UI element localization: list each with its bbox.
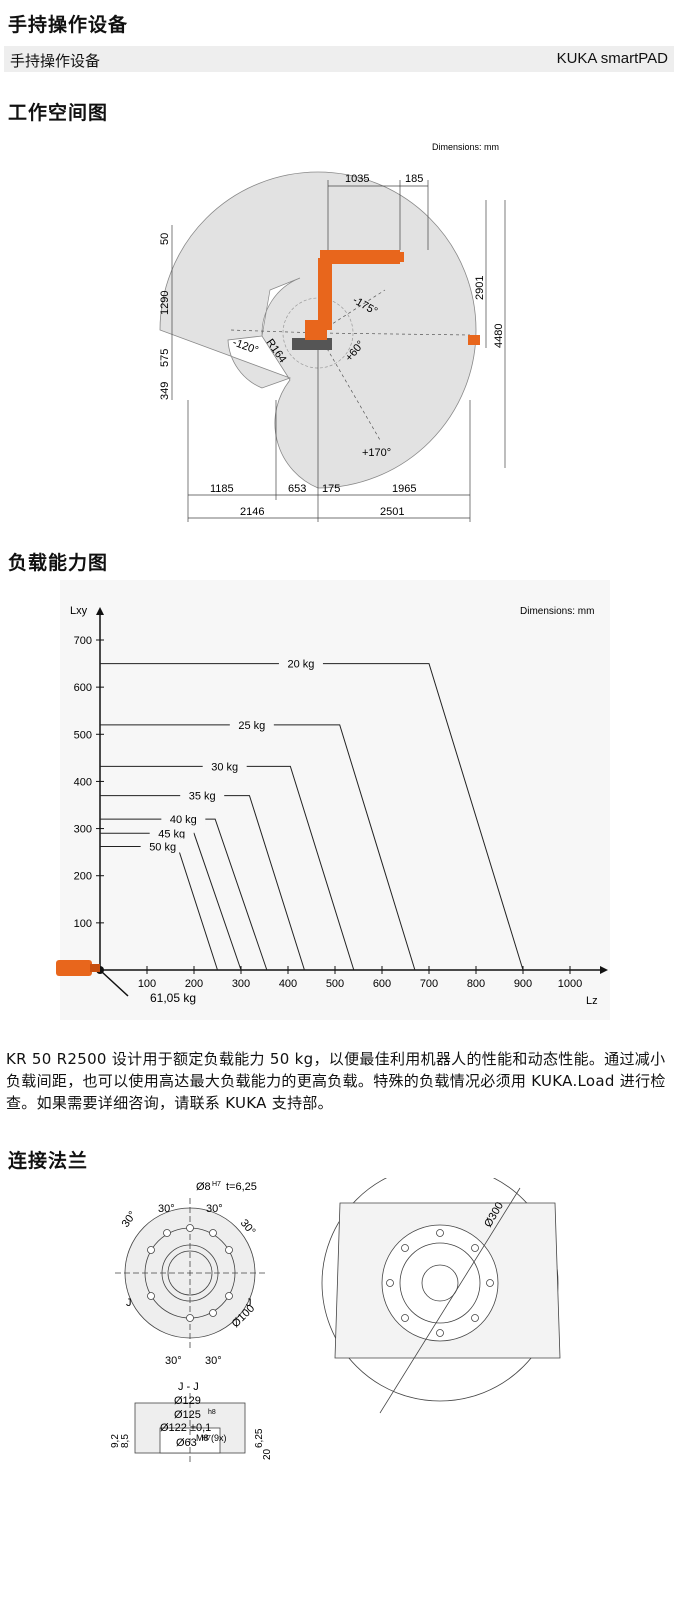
base-payload-label: 61,05 kg — [150, 991, 196, 1005]
series-label-bg — [161, 811, 206, 826]
info-row-label: 手持操作设备 — [10, 52, 101, 70]
flange-label-10: J — [246, 1297, 252, 1309]
y-tick-label: 300 — [74, 824, 92, 836]
series-label: 45 kg — [158, 828, 185, 840]
payload-dims-note: Dimensions: mm — [520, 606, 594, 617]
flange-label-21: 8,5 — [120, 1434, 131, 1448]
y-axis-label: Lxy — [70, 605, 88, 617]
x-tick-label: 700 — [420, 978, 438, 990]
flange-label-0: Ø8 — [196, 1181, 211, 1193]
series-label: 25 kg — [238, 720, 265, 732]
dim-left-3: 575 — [159, 349, 171, 367]
flange-label-18: Ø63 — [176, 1437, 197, 1449]
flange-label-2: t=6,25 — [226, 1181, 257, 1193]
series-label: 20 kg — [287, 659, 314, 671]
dim-left-2: 1290 — [159, 291, 171, 315]
x-tick-label: 200 — [185, 978, 203, 990]
x-tick-label: 300 — [232, 978, 250, 990]
flange-label-7: 30° — [165, 1355, 182, 1367]
y-tick-label: 200 — [74, 871, 92, 883]
series-label-bg — [140, 838, 185, 853]
payload-curve — [100, 818, 268, 971]
series-label-bg — [278, 655, 323, 670]
dim-top-1: 1035 — [345, 173, 369, 185]
flange-drawing: Ø8 H7 t=6,25 30° 30° 30° 30° 30° 30° J J… — [110, 1178, 561, 1463]
flange-label-9: J — [126, 1297, 132, 1309]
y-axis-arrow — [96, 607, 104, 615]
y-tick-label: 600 — [74, 682, 92, 694]
info-row: 手持操作设备 KUKA smartPAD — [4, 46, 674, 72]
series-label-bg — [202, 758, 247, 773]
workspace-dims-note: Dimensions: mm — [432, 142, 499, 152]
payload-title: 负载能力图 — [8, 552, 109, 574]
dim-left-4: 349 — [159, 382, 171, 400]
flange-label-16: Ø122 ±0,1 — [160, 1422, 211, 1434]
dim-bottom-5: 2146 — [240, 506, 264, 518]
flange-label-20: 9,2 — [110, 1434, 121, 1448]
workspace-title: 工作空间图 — [8, 102, 109, 124]
dim-left-1: 50 — [159, 233, 171, 245]
series-label-bg — [149, 825, 194, 840]
x-tick-label: 100 — [138, 978, 156, 990]
description-text: KR 50 R2500 设计用于额定负载能力 50 kg，以便最佳利用机器人的性… — [6, 1050, 666, 1112]
x-tick-label: 500 — [326, 978, 344, 990]
flange-label-12: J - J — [178, 1381, 199, 1393]
flange-label-15: h8 — [208, 1409, 216, 1416]
payload-chart: 100 200 300 400 500 600 700 800 900 1000 100 200 300… — [56, 580, 610, 1020]
flange-label-4: 30° — [206, 1203, 223, 1215]
flange-label-5: 30° — [120, 1209, 139, 1230]
x-tick-label: 800 — [467, 978, 485, 990]
dim-right-2: 4480 — [493, 324, 505, 348]
flange-label-17: M8 (9x) — [196, 1433, 227, 1443]
robot-tool-icon — [56, 960, 100, 976]
flange-label-19: H7 — [202, 1435, 211, 1442]
series-label: 50 kg — [149, 841, 176, 853]
dim-bottom-2: 653 — [288, 483, 306, 495]
y-tick-label: 400 — [74, 776, 92, 788]
x-tick-label: 400 — [279, 978, 297, 990]
flange-label-1: H7 — [212, 1181, 221, 1188]
x-axis-label: Lz — [586, 995, 598, 1007]
x-tick-label: 900 — [514, 978, 532, 990]
x-axis-arrow — [600, 966, 608, 974]
flange-label-3: 30° — [158, 1203, 175, 1215]
dim-bottom-3: 175 — [322, 483, 340, 495]
payload-curve — [100, 663, 524, 971]
angle-2: -120° — [231, 337, 260, 357]
series-label: 30 kg — [211, 761, 238, 773]
robot-silhouette — [292, 250, 480, 350]
info-row-value: KUKA smartPAD — [556, 50, 668, 67]
payload-curve — [100, 765, 355, 971]
series-label-bg — [229, 716, 274, 731]
flange-label-14: Ø125 — [174, 1409, 201, 1421]
workspace-diagram: Dimensions: mm 1035 185 50 1290 575 349 … — [159, 142, 506, 522]
y-tick-label: 100 — [74, 918, 92, 930]
series-label-bg — [180, 787, 225, 802]
payload-curve — [100, 832, 242, 971]
dim-bottom-4: 1965 — [392, 483, 416, 495]
y-tick-label: 700 — [74, 635, 92, 647]
x-tick-label: 1000 — [558, 978, 582, 990]
page-title: 手持操作设备 — [8, 14, 129, 36]
y-tick-label: 500 — [74, 729, 92, 741]
x-tick-label: 600 — [373, 978, 391, 990]
dim-top-2: 185 — [405, 173, 423, 185]
dim-right-1: 2901 — [474, 276, 486, 300]
dim-bottom-6: 2501 — [380, 506, 404, 518]
flange-label-23: 20 — [262, 1448, 273, 1460]
series-label: 40 kg — [170, 814, 197, 826]
payload-curve — [100, 795, 305, 971]
payload-curve — [100, 724, 416, 971]
angle-5: +170° — [362, 447, 391, 459]
flange-label-8: 30° — [205, 1355, 222, 1367]
series-label: 35 kg — [189, 791, 216, 803]
dim-bottom-1: 1185 — [210, 483, 234, 495]
flange-label-13: Ø129 — [174, 1395, 201, 1407]
flange-title: 连接法兰 — [8, 1150, 89, 1172]
flange-label-22: 6,25 — [254, 1428, 265, 1448]
